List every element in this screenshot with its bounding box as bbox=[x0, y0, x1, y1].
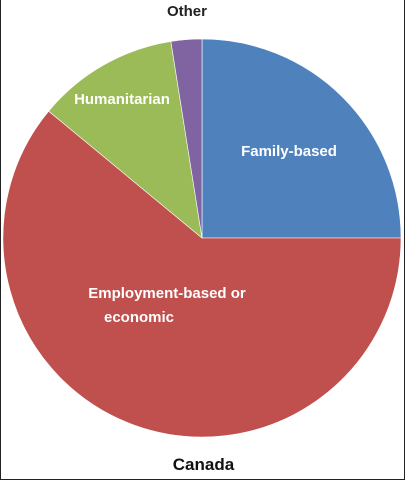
pie-slice-other bbox=[170, 38, 203, 239]
chart-title: Canada bbox=[172, 455, 235, 474]
pie-label-family-based: Family-based bbox=[241, 143, 337, 160]
pie-slice-humanitarian bbox=[48, 41, 203, 239]
pie-labels: Family-based Employment-based or economic H… bbox=[74, 3, 337, 326]
pie-label-employment-based-or-economic: Employment-based or economic bbox=[88, 285, 246, 326]
pie-label-humanitarian: Humanitarian bbox=[74, 91, 170, 108]
pie-slice-family-based bbox=[201, 38, 402, 239]
pie-slices bbox=[2, 38, 402, 438]
pie-slice-employment-based-or-economic bbox=[2, 110, 402, 438]
pie-label-other: Other bbox=[167, 3, 207, 20]
